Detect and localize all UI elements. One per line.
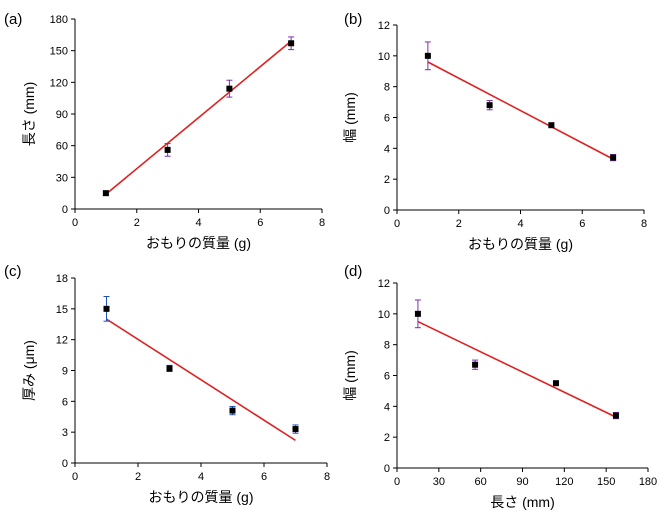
- x-tick-label: 0: [394, 218, 400, 230]
- y-tick-label: 6: [384, 113, 390, 125]
- panel-label: (a): [4, 11, 22, 28]
- x-tick-label: 6: [579, 218, 585, 230]
- x-tick-label: 6: [261, 471, 267, 483]
- x-tick-label: 8: [319, 217, 325, 229]
- data-point: [292, 426, 299, 433]
- y-tick-label: 30: [56, 172, 68, 184]
- x-tick-label: 30: [433, 476, 445, 488]
- y-tick-label: 15: [56, 304, 68, 316]
- y-axis-label: 厚み (μm): [21, 340, 37, 401]
- x-axis-label: おもりの質量 (g): [468, 236, 573, 252]
- x-tick-label: 0: [72, 217, 78, 229]
- fit-line: [105, 40, 292, 195]
- x-tick-label: 150: [597, 476, 615, 488]
- x-tick-label: 2: [456, 218, 462, 230]
- fit-line: [106, 318, 296, 442]
- y-tick-label: 150: [50, 46, 68, 58]
- panel-c: (c) 0 2 4 6 8 0 3 6 9 12 15 18 おもりの質量 (g) 厚み (μm): [4, 263, 330, 505]
- x-tick-label: 8: [324, 471, 330, 483]
- data-point: [102, 190, 109, 197]
- data-point: [226, 85, 233, 92]
- data-point: [164, 146, 171, 153]
- y-tick-label: 12: [378, 20, 390, 32]
- data-point: [610, 154, 617, 161]
- y-tick-label: 6: [384, 371, 390, 383]
- data-point: [103, 305, 110, 312]
- data-point: [552, 380, 559, 387]
- y-tick-label: 0: [384, 205, 390, 217]
- x-tick-label: 4: [198, 471, 204, 483]
- y-axis-label: 幅 (mm): [342, 92, 358, 143]
- x-tick-label: 0: [394, 476, 400, 488]
- y-tick-label: 9: [62, 366, 68, 378]
- x-axis-label: 長さ (mm): [490, 494, 555, 510]
- x-tick-label: 2: [135, 471, 141, 483]
- y-tick-label: 120: [50, 77, 68, 89]
- y-tick-label: 10: [378, 309, 390, 321]
- y-tick-label: 4: [384, 143, 390, 155]
- x-tick-label: 90: [516, 476, 528, 488]
- y-tick-label: 2: [384, 432, 390, 444]
- y-tick-label: 2: [384, 174, 390, 186]
- panel-b: (b) 0 2 4 6 8 0 2 4 6 8 10 12 おもりの質量 (g) 幅 (mm): [342, 11, 647, 252]
- y-tick-label: 10: [378, 51, 390, 63]
- y-tick-label: 6: [62, 396, 68, 408]
- x-tick-label: 4: [195, 217, 201, 229]
- data-point: [166, 365, 173, 372]
- data-point: [424, 52, 431, 59]
- y-tick-label: 8: [384, 340, 390, 352]
- fit-line: [427, 61, 614, 160]
- y-tick-label: 180: [50, 14, 68, 26]
- y-tick-label: 12: [378, 278, 390, 290]
- y-axis-label: 長さ (mm): [21, 82, 37, 147]
- panel-d: (d) 0 30 60 90 120 150 180 0 2 4 6 8 10 12 長さ (mm) 幅 (mm…: [342, 263, 657, 510]
- x-tick-label: 6: [257, 217, 263, 229]
- y-tick-label: 90: [56, 109, 68, 121]
- y-tick-label: 12: [56, 335, 68, 347]
- x-tick-label: 8: [641, 218, 647, 230]
- x-tick-label: 0: [72, 471, 78, 483]
- data-point: [414, 310, 421, 317]
- x-tick-label: 180: [639, 476, 657, 488]
- y-axis-label: 幅 (mm): [342, 350, 358, 401]
- y-tick-label: 3: [62, 427, 68, 439]
- y-tick-label: 0: [62, 458, 68, 470]
- data-point: [612, 412, 619, 419]
- x-tick-label: 2: [134, 217, 140, 229]
- y-tick-label: 8: [384, 82, 390, 94]
- x-tick-label: 120: [555, 476, 573, 488]
- y-tick-label: 0: [62, 204, 68, 216]
- y-tick-label: 4: [384, 401, 390, 413]
- panel-a: (a) 0 2 4 6 8 0 30 60 90 120 150 180 おもりの質量 (g) 長さ (mm…: [4, 11, 325, 251]
- panel-label: (b): [344, 11, 362, 28]
- data-point: [472, 361, 479, 368]
- fit-line: [417, 320, 617, 418]
- data-point: [288, 40, 295, 47]
- y-tick-label: 0: [384, 463, 390, 475]
- panel-label: (d): [344, 263, 362, 280]
- panel-label: (c): [4, 263, 22, 280]
- y-tick-label: 60: [56, 141, 68, 153]
- y-tick-label: 18: [56, 273, 68, 285]
- x-axis-label: おもりの質量 (g): [146, 235, 251, 251]
- data-point: [548, 122, 555, 129]
- data-point: [229, 407, 236, 414]
- x-axis-label: おもりの質量 (g): [149, 489, 254, 505]
- x-tick-label: 60: [475, 476, 487, 488]
- x-tick-label: 4: [517, 218, 523, 230]
- data-point: [486, 102, 493, 109]
